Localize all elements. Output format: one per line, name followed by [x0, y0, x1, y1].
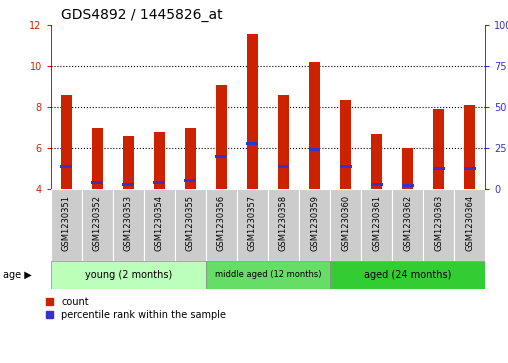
Bar	[144, 189, 175, 261]
Bar	[60, 165, 72, 168]
Text: GSM1230352: GSM1230352	[93, 195, 102, 250]
Bar	[246, 142, 259, 145]
Bar	[464, 167, 475, 170]
Bar	[82, 189, 113, 261]
Text: GSM1230358: GSM1230358	[279, 195, 288, 251]
Bar	[122, 183, 134, 186]
Bar	[433, 109, 444, 189]
Text: GDS4892 / 1445826_at: GDS4892 / 1445826_at	[61, 8, 223, 22]
Text: GSM1230357: GSM1230357	[248, 195, 257, 251]
Bar	[392, 189, 423, 261]
Bar	[308, 148, 321, 151]
Bar	[278, 95, 289, 189]
Text: middle aged (12 months): middle aged (12 months)	[215, 270, 321, 280]
Bar	[154, 132, 165, 189]
Bar	[247, 33, 258, 189]
Bar	[216, 85, 227, 189]
Text: GSM1230356: GSM1230356	[217, 195, 226, 251]
Bar	[175, 189, 206, 261]
Legend: count, percentile rank within the sample: count, percentile rank within the sample	[46, 297, 226, 320]
Bar	[423, 189, 454, 261]
Text: GSM1230361: GSM1230361	[372, 195, 381, 251]
Bar	[340, 100, 351, 189]
Bar	[370, 183, 383, 186]
Bar	[153, 181, 166, 184]
Bar	[464, 105, 475, 189]
Bar	[339, 165, 352, 168]
Bar	[61, 95, 72, 189]
Bar	[361, 189, 392, 261]
Text: GSM1230355: GSM1230355	[186, 195, 195, 250]
Bar	[185, 127, 196, 189]
Bar	[206, 189, 237, 261]
Bar	[277, 165, 290, 168]
Bar	[402, 184, 414, 187]
Bar	[206, 261, 330, 289]
Bar	[123, 136, 134, 189]
Bar	[51, 189, 82, 261]
Bar	[113, 189, 144, 261]
Text: age ▶: age ▶	[3, 270, 31, 280]
Bar	[299, 189, 330, 261]
Bar	[215, 155, 228, 158]
Bar	[454, 189, 485, 261]
Bar	[330, 189, 361, 261]
Bar	[309, 62, 320, 189]
Text: GSM1230354: GSM1230354	[155, 195, 164, 250]
Text: GSM1230359: GSM1230359	[310, 195, 319, 250]
Bar	[91, 181, 103, 184]
Bar	[237, 189, 268, 261]
Text: GSM1230353: GSM1230353	[124, 195, 133, 251]
Text: young (2 months): young (2 months)	[85, 270, 172, 280]
Bar	[330, 261, 485, 289]
Text: GSM1230360: GSM1230360	[341, 195, 350, 251]
Bar	[51, 261, 206, 289]
Text: GSM1230351: GSM1230351	[62, 195, 71, 250]
Text: GSM1230362: GSM1230362	[403, 195, 412, 251]
Bar	[184, 179, 197, 182]
Bar	[92, 127, 103, 189]
Bar	[433, 167, 444, 170]
Text: aged (24 months): aged (24 months)	[364, 270, 451, 280]
Bar	[402, 148, 413, 189]
Text: GSM1230364: GSM1230364	[465, 195, 474, 251]
Bar	[371, 134, 382, 189]
Bar	[268, 189, 299, 261]
Text: GSM1230363: GSM1230363	[434, 195, 443, 251]
